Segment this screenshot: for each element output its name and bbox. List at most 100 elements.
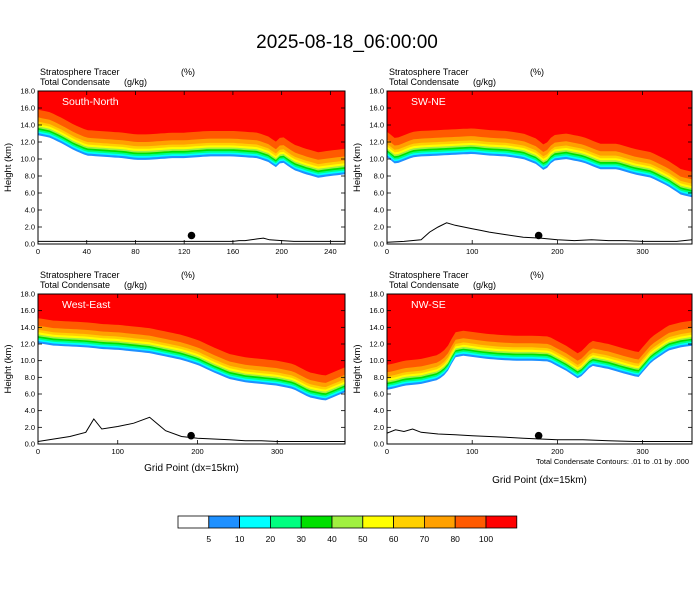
panel-south-north: Stratosphere Tracer (%) Total Condensate (g… — [3, 67, 346, 256]
panel-nw-se: Stratosphere Tracer (%) Total Condensate (g… — [352, 270, 693, 486]
tracer-band-0 — [38, 91, 345, 153]
colorbar-swatch — [362, 515, 394, 529]
header-tracer-units: (%) — [530, 270, 544, 280]
header-tracer: Stratosphere Tracer — [40, 270, 120, 280]
x-tick-label: 300 — [271, 447, 284, 456]
colorbar-label: 40 — [327, 534, 337, 544]
y-tick-label: 2.0 — [25, 223, 35, 232]
contour-footnote: Total Condensate Contours: .01 to .01 by… — [536, 457, 689, 466]
y-tick-label: 12.0 — [20, 138, 35, 147]
colorbar: 5 10 20 30 40 50 60 70 80 100 — [177, 515, 518, 544]
header-condensate: Total Condensate — [389, 77, 459, 87]
colorbar-swatch — [208, 515, 241, 529]
x-tick-label: 200 — [551, 247, 564, 256]
colorbar-swatch — [269, 515, 302, 529]
terrain-line — [387, 222, 692, 243]
x-tick-label: 300 — [636, 247, 649, 256]
y-tick-label: 4.0 — [25, 406, 35, 415]
y-axis-label: Height (km) — [352, 344, 363, 393]
plot-area — [387, 91, 692, 244]
y-tick-label: 6.0 — [25, 189, 35, 198]
y-tick-label: 10.0 — [369, 356, 384, 365]
y-tick-label: 2.0 — [374, 423, 384, 432]
y-tick-label: 8.0 — [25, 373, 35, 382]
x-tick-label: 240 — [324, 247, 337, 256]
x-tick-label: 200 — [191, 447, 204, 456]
header-condensate-units: (g/kg) — [473, 280, 496, 290]
y-tick-label: 12.0 — [369, 340, 384, 349]
y-tick-label: 16.0 — [369, 104, 384, 113]
y-axis-label: Height (km) — [3, 344, 14, 393]
header-condensate: Total Condensate — [40, 280, 110, 290]
y-tick-label: 8.0 — [374, 373, 384, 382]
y-tick-label: 16.0 — [369, 306, 384, 315]
header-condensate-units: (g/kg) — [473, 77, 496, 87]
x-tick-label: 0 — [385, 247, 389, 256]
y-tick-label: 6.0 — [374, 189, 384, 198]
y-tick-label: 14.0 — [20, 121, 35, 130]
x-tick-label: 300 — [636, 447, 649, 456]
panel-sw-ne: Stratosphere Tracer (%) Total Condensate (g… — [352, 67, 693, 256]
y-tick-label: 18.0 — [20, 290, 35, 299]
panel-label: NW-SE — [411, 299, 446, 311]
colorbar-label: 30 — [296, 534, 306, 544]
y-tick-label: 12.0 — [20, 340, 35, 349]
colorbar-swatch — [239, 515, 271, 529]
x-tick-label: 0 — [385, 447, 389, 456]
x-tick-label: 0 — [36, 447, 40, 456]
x-tick-label: 100 — [466, 247, 479, 256]
colorbar-swatch — [454, 515, 487, 529]
x-tick-label: 200 — [275, 247, 288, 256]
y-tick-label: 8.0 — [25, 172, 35, 181]
x-tick-label: 100 — [466, 447, 479, 456]
y-tick-label: 16.0 — [20, 104, 35, 113]
colorbar-swatch — [423, 515, 456, 529]
y-tick-label: 6.0 — [374, 390, 384, 399]
y-tick-label: 6.0 — [25, 390, 35, 399]
panels: Stratosphere Tracer (%) Total Condensate (g… — [3, 67, 693, 486]
center-marker — [187, 431, 195, 440]
tracer-band-0 — [387, 294, 692, 365]
colorbar-label: 20 — [266, 534, 276, 544]
tracer-band-0 — [387, 91, 692, 172]
header-tracer-units: (%) — [530, 67, 544, 77]
y-tick-label: 18.0 — [369, 87, 384, 96]
main-title: 2025-08-18_06:00:00 — [256, 32, 438, 53]
panel-west-east: Stratosphere Tracer (%) Total Condensate (g… — [3, 270, 346, 474]
y-tick-label: 18.0 — [20, 87, 35, 96]
y-tick-label: 0.0 — [25, 240, 35, 249]
center-marker — [534, 431, 543, 440]
terrain-line — [38, 416, 345, 442]
colorbar-swatch — [300, 515, 333, 529]
y-tick-label: 14.0 — [20, 323, 35, 332]
x-tick-label: 160 — [227, 247, 240, 256]
x-tick-label: 80 — [131, 247, 139, 256]
header-tracer: Stratosphere Tracer — [389, 67, 469, 77]
colorbar-swatch — [485, 515, 518, 529]
header-tracer: Stratosphere Tracer — [389, 270, 469, 280]
header-tracer-units: (%) — [181, 67, 195, 77]
y-tick-label: 0.0 — [374, 240, 384, 249]
x-axis-label: Grid Point (dx=15km) — [492, 475, 587, 486]
colorbar-label: 80 — [450, 534, 460, 544]
y-tick-label: 10.0 — [20, 356, 35, 365]
y-tick-label: 0.0 — [25, 440, 35, 449]
colorbar-label: 5 — [206, 534, 211, 544]
x-tick-label: 120 — [178, 247, 191, 256]
panel-label: West-East — [62, 299, 110, 311]
y-tick-label: 16.0 — [20, 306, 35, 315]
colorbar-label: 50 — [358, 534, 368, 544]
y-tick-label: 14.0 — [369, 323, 384, 332]
terrain-line — [387, 428, 692, 442]
plot-frame — [37, 90, 346, 245]
y-tick-label: 2.0 — [374, 223, 384, 232]
y-tick-label: 14.0 — [369, 121, 384, 130]
header-condensate-units: (g/kg) — [124, 280, 147, 290]
colorbar-swatch — [177, 515, 210, 529]
y-axis-label: Height (km) — [352, 143, 363, 192]
center-marker — [187, 231, 196, 240]
y-tick-label: 8.0 — [374, 172, 384, 181]
colorbar-swatch — [393, 515, 425, 529]
panel-label: SW-NE — [411, 96, 446, 108]
